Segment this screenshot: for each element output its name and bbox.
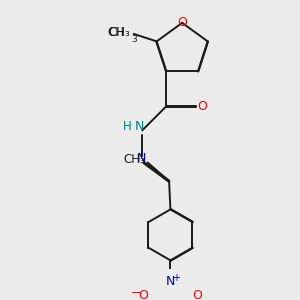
Text: N: N	[135, 120, 144, 133]
Text: O: O	[139, 289, 148, 300]
Text: CH: CH	[107, 26, 124, 39]
Text: CH₃: CH₃	[108, 26, 130, 39]
Text: O: O	[192, 289, 202, 300]
Text: O: O	[198, 100, 208, 113]
Text: H: H	[123, 120, 132, 133]
Text: 3: 3	[131, 35, 137, 44]
Text: N: N	[136, 152, 146, 165]
Text: CH₃: CH₃	[123, 153, 145, 166]
Text: −: −	[130, 287, 141, 300]
Text: N: N	[166, 275, 175, 288]
Text: O: O	[177, 16, 187, 29]
Text: +: +	[172, 273, 180, 283]
